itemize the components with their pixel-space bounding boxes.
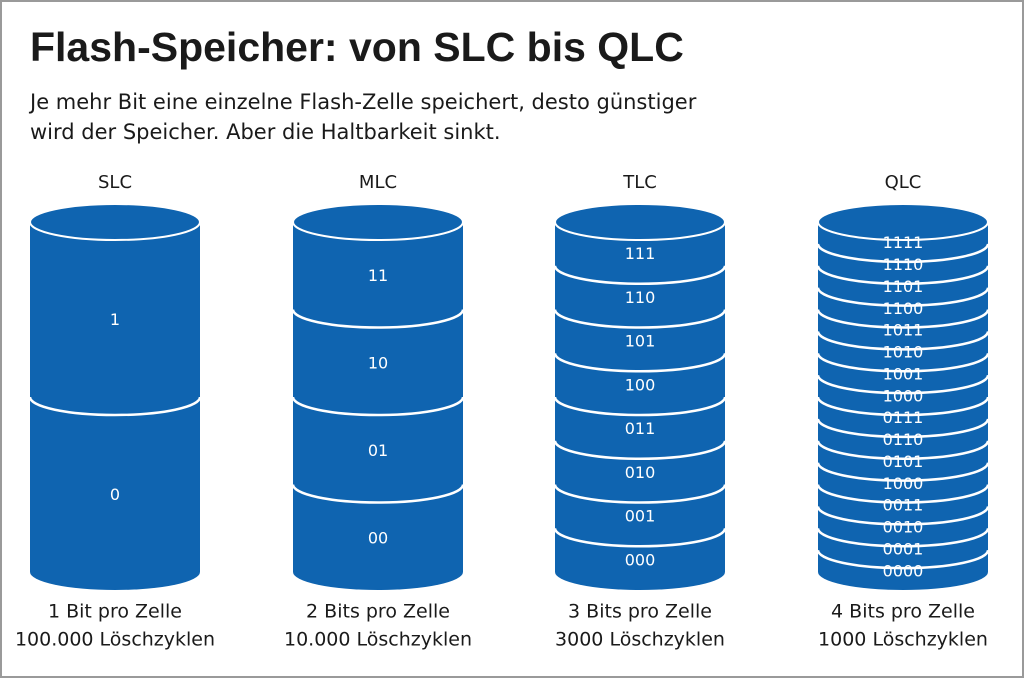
level-label: 00: [368, 529, 388, 548]
segment-divider: [553, 440, 727, 460]
segment-divider: [28, 396, 202, 417]
title: Flash-Speicher: von SLC bis QLC: [30, 24, 684, 70]
segment-divider: [816, 353, 990, 373]
level-label: 1100: [883, 299, 924, 318]
caption: 100.000 Löschzyklen: [15, 629, 215, 651]
cylinder-top: [817, 203, 989, 241]
level-label: 100: [625, 375, 656, 394]
caption: 10.000 Löschzyklen: [284, 629, 472, 651]
caption: 3 Bits pro Zelle: [568, 601, 712, 623]
level-label: 0: [110, 485, 120, 504]
level-label: 010: [625, 463, 656, 482]
level-label: 01: [368, 441, 388, 460]
level-label: 011: [625, 419, 656, 438]
segment-divider: [291, 396, 465, 417]
level-label: 1011: [883, 321, 924, 340]
segment-divider: [553, 353, 727, 373]
segment-divider: [816, 528, 990, 548]
level-label: 1101: [883, 277, 924, 296]
segment-divider: [553, 265, 727, 285]
segment-divider: [816, 396, 990, 417]
segment-divider: [816, 309, 990, 329]
level-label: 001: [625, 507, 656, 526]
segment-divider: [816, 549, 990, 570]
caption: 2 Bits pro Zelle: [306, 601, 450, 623]
level-label: 0001: [883, 539, 924, 558]
subtitle: Je mehr Bit eine einzelne Flash-Zelle sp…: [28, 90, 697, 114]
column-label: QLC: [885, 172, 922, 193]
segment-divider: [816, 506, 990, 526]
cylinder-body: [555, 222, 725, 590]
level-label: 1000: [883, 386, 924, 405]
level-label: 10: [368, 354, 388, 373]
cylinder-top: [554, 203, 726, 241]
level-label: 1001: [883, 364, 924, 383]
caption: 1 Bit pro Zelle: [48, 601, 182, 623]
level-label: 000: [625, 550, 656, 569]
subtitle: wird der Speicher. Aber die Haltbarkeit …: [30, 120, 501, 144]
level-label: 0011: [883, 496, 924, 515]
segment-divider: [816, 462, 990, 482]
segment-divider: [291, 309, 465, 329]
cylinder-body: [293, 222, 463, 590]
cylinder-top: [29, 203, 201, 241]
segment-divider: [553, 396, 727, 417]
caption: 1000 Löschzyklen: [818, 629, 988, 651]
segment-divider: [553, 309, 727, 329]
level-label: 110: [625, 288, 656, 307]
segment-divider: [816, 331, 990, 351]
level-label: 101: [625, 332, 656, 351]
level-label: 0111: [883, 408, 924, 427]
level-label: 1010: [883, 343, 924, 362]
caption: 4 Bits pro Zelle: [831, 601, 975, 623]
column-label: TLC: [622, 172, 657, 193]
segment-divider: [816, 374, 990, 395]
level-label: 111: [625, 244, 656, 263]
segment-divider: [816, 440, 990, 460]
segment-divider: [816, 243, 990, 264]
cylinder-body: [30, 222, 200, 590]
column-label: MLC: [359, 172, 397, 193]
level-label: 1000: [883, 474, 924, 493]
cylinder-body: [818, 222, 988, 590]
segment-divider: [816, 287, 990, 307]
caption: 3000 Löschzyklen: [555, 629, 725, 651]
segment-divider: [553, 484, 727, 504]
cylinder-top: [292, 203, 464, 241]
segment-divider: [816, 418, 990, 439]
segment-divider: [553, 528, 727, 548]
level-label: 1110: [883, 255, 924, 274]
level-label: 0101: [883, 452, 924, 471]
segment-divider: [816, 265, 990, 285]
segment-divider: [816, 484, 990, 504]
level-label: 11: [368, 266, 388, 285]
level-label: 1: [110, 310, 120, 329]
level-label: 0010: [883, 518, 924, 537]
column-label: SLC: [98, 172, 132, 193]
level-label: 1111: [883, 233, 924, 252]
level-label: 0110: [883, 430, 924, 449]
level-label: 0000: [883, 561, 924, 580]
segment-divider: [291, 484, 465, 504]
